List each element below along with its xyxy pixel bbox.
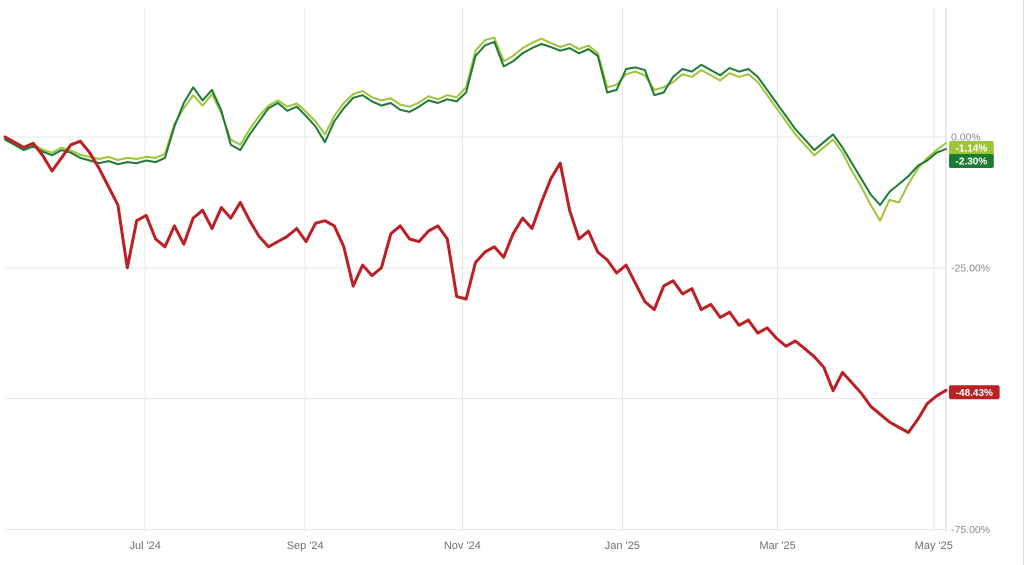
x-axis-tick-label: Nov '24 [444,540,481,552]
y-axis-tick-label: -75.00% [951,524,990,536]
series-line-dark-green [4,40,947,206]
last-value-badge-dark-green [949,154,994,169]
last-value-badge-red [949,385,1000,400]
series-line-light-green [4,36,947,222]
last-value-badge-light-green [949,140,994,155]
last-value-badge-label-light-green: -1.14% [956,143,988,154]
x-axis-tick-label: Jul '24 [129,540,160,552]
y-axis-tick-label: 0.00% [951,132,981,144]
series-line-red [3,135,948,434]
last-value-badge-label-dark-green: -2.30% [956,157,988,168]
last-value-badge-label-red: -48.43% [956,388,993,399]
x-axis-tick-label: Jan '25 [605,540,640,552]
x-axis-tick-label: Mar '25 [759,540,795,552]
x-axis-tick-label: Sep '24 [287,540,324,552]
x-axis-tick-label: May '25 [915,540,953,552]
y-axis-tick-label: -25.00% [951,262,990,274]
